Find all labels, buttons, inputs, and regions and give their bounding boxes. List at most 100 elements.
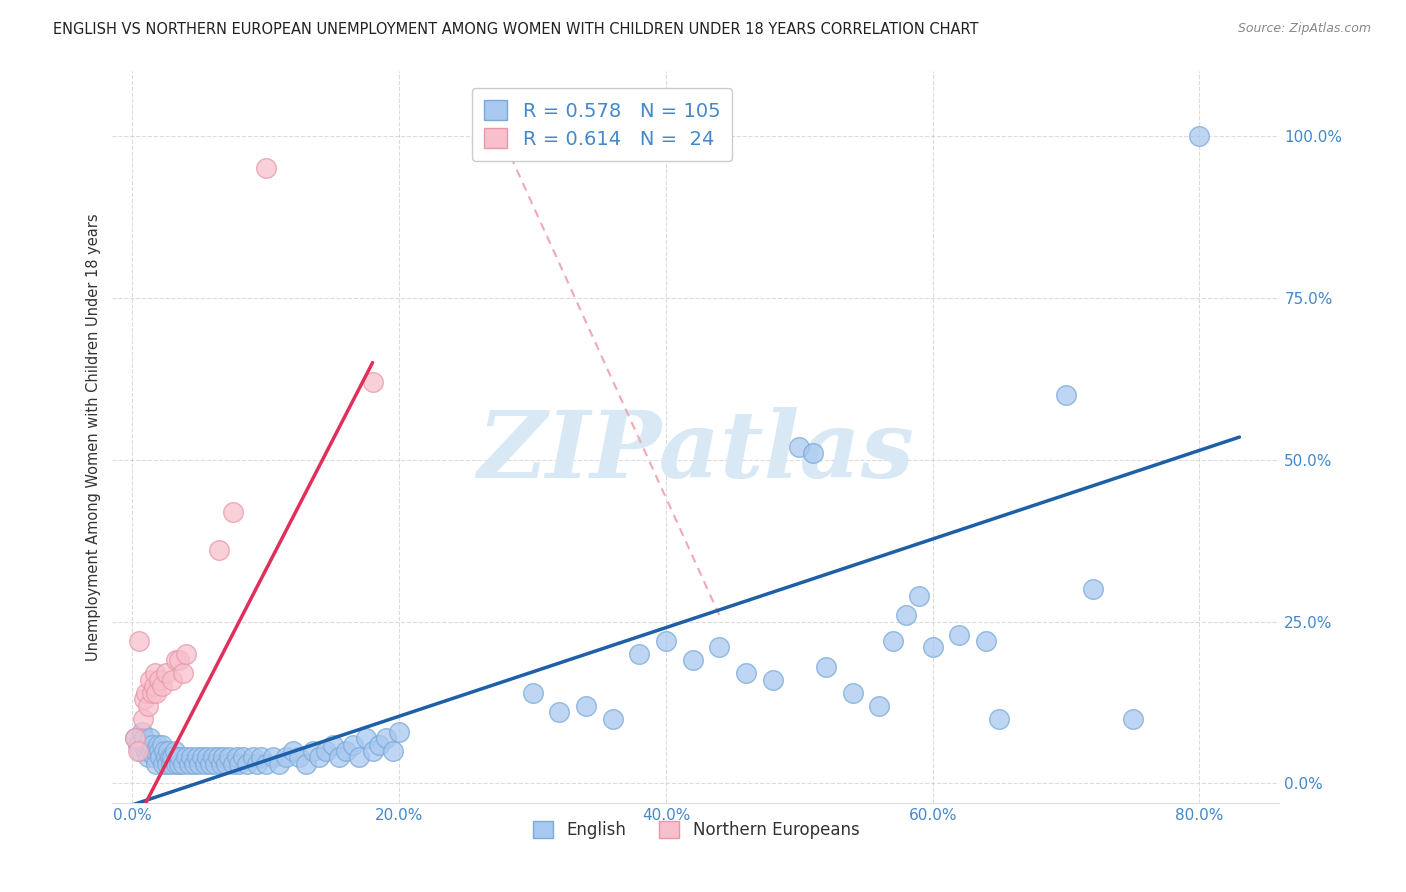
Point bbox=[129, 744, 152, 758]
Point bbox=[274, 750, 297, 764]
Point bbox=[162, 673, 184, 687]
Point bbox=[295, 756, 318, 771]
Point bbox=[628, 647, 651, 661]
Point bbox=[522, 686, 544, 700]
Point bbox=[143, 666, 166, 681]
Point bbox=[208, 543, 231, 558]
Point bbox=[142, 750, 165, 764]
Point bbox=[145, 686, 167, 700]
Point bbox=[141, 738, 163, 752]
Point bbox=[575, 698, 598, 713]
Point bbox=[166, 756, 188, 771]
Point bbox=[254, 756, 277, 771]
Point bbox=[198, 756, 221, 771]
Point bbox=[134, 692, 156, 706]
Point bbox=[142, 679, 165, 693]
Point bbox=[225, 750, 247, 764]
Point bbox=[709, 640, 731, 655]
Point bbox=[908, 589, 931, 603]
Point bbox=[139, 731, 162, 745]
Point bbox=[136, 738, 159, 752]
Point bbox=[841, 686, 863, 700]
Point bbox=[141, 686, 163, 700]
Point bbox=[236, 756, 259, 771]
Point bbox=[188, 756, 211, 771]
Point bbox=[183, 756, 205, 771]
Point bbox=[308, 750, 330, 764]
Point bbox=[814, 660, 837, 674]
Point bbox=[204, 756, 226, 771]
Point bbox=[212, 750, 235, 764]
Point bbox=[153, 744, 176, 758]
Point bbox=[166, 750, 188, 764]
Point bbox=[974, 634, 997, 648]
Point bbox=[262, 750, 284, 764]
Point bbox=[988, 712, 1011, 726]
Point bbox=[221, 756, 243, 771]
Point bbox=[354, 731, 377, 745]
Point bbox=[921, 640, 943, 655]
Point bbox=[245, 756, 267, 771]
Point bbox=[172, 756, 194, 771]
Point bbox=[1054, 388, 1077, 402]
Point bbox=[221, 504, 243, 518]
Point bbox=[201, 750, 224, 764]
Point bbox=[882, 634, 904, 648]
Point bbox=[249, 750, 271, 764]
Point bbox=[177, 756, 200, 771]
Point bbox=[135, 686, 157, 700]
Point bbox=[218, 750, 240, 764]
Point bbox=[127, 738, 149, 752]
Point bbox=[141, 744, 163, 758]
Point bbox=[124, 731, 146, 745]
Point bbox=[242, 750, 264, 764]
Point bbox=[1081, 582, 1104, 597]
Point bbox=[322, 738, 344, 752]
Point bbox=[328, 750, 350, 764]
Legend: English, Northern Europeans: English, Northern Europeans bbox=[526, 814, 866, 846]
Point bbox=[160, 756, 183, 771]
Point bbox=[138, 698, 160, 713]
Point bbox=[169, 750, 191, 764]
Point bbox=[868, 698, 890, 713]
Point bbox=[195, 750, 218, 764]
Point bbox=[682, 653, 704, 667]
Point bbox=[288, 750, 311, 764]
Point bbox=[191, 750, 214, 764]
Point bbox=[801, 446, 824, 460]
Point bbox=[228, 756, 250, 771]
Point bbox=[134, 731, 156, 745]
Point bbox=[548, 705, 571, 719]
Point bbox=[207, 750, 229, 764]
Point bbox=[150, 679, 173, 693]
Point bbox=[135, 744, 157, 758]
Point bbox=[269, 756, 291, 771]
Point bbox=[156, 756, 179, 771]
Point bbox=[152, 756, 174, 771]
Y-axis label: Unemployment Among Women with Children Under 18 years: Unemployment Among Women with Children U… bbox=[86, 213, 101, 661]
Point bbox=[186, 750, 208, 764]
Point bbox=[368, 738, 391, 752]
Point bbox=[789, 440, 811, 454]
Point bbox=[894, 608, 917, 623]
Point bbox=[374, 731, 396, 745]
Point bbox=[162, 750, 184, 764]
Point bbox=[180, 750, 202, 764]
Point bbox=[281, 744, 304, 758]
Point bbox=[150, 738, 173, 752]
Point bbox=[388, 724, 411, 739]
Point bbox=[209, 756, 232, 771]
Point bbox=[948, 627, 970, 641]
Text: ZIPatlas: ZIPatlas bbox=[478, 407, 914, 497]
Point bbox=[138, 750, 160, 764]
Point bbox=[145, 756, 167, 771]
Point bbox=[342, 738, 364, 752]
Point bbox=[254, 161, 277, 176]
Point bbox=[762, 673, 785, 687]
Point bbox=[148, 744, 170, 758]
Point bbox=[1122, 712, 1144, 726]
Point bbox=[174, 750, 197, 764]
Point bbox=[301, 744, 323, 758]
Point bbox=[602, 712, 624, 726]
Point bbox=[215, 756, 238, 771]
